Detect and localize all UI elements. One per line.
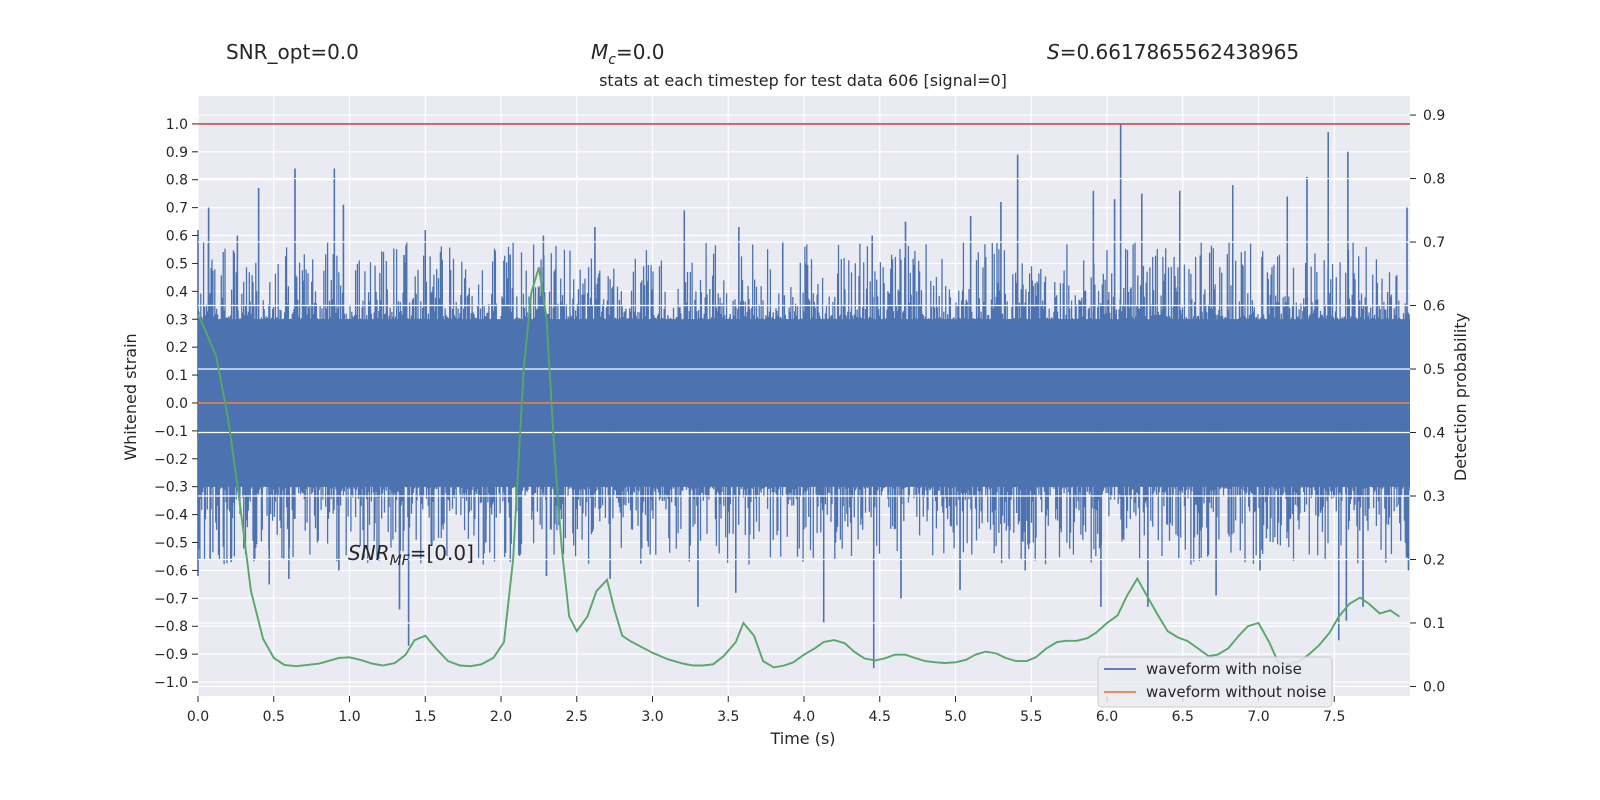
left-tick-label: 0.4 xyxy=(166,284,188,300)
right-tick-label: 0.2 xyxy=(1423,552,1445,568)
left-tick-label: −0.8 xyxy=(154,619,188,635)
snr-mf-subscript: MF xyxy=(390,553,411,569)
score-label: S=0.6617865562438965 xyxy=(1047,40,1299,64)
x-axis-label: Time (s) xyxy=(769,729,835,748)
chirp-mass-subscript: c xyxy=(608,52,616,68)
x-tick-labels: 0.0 0.5 1.0 1.5 2.0 2.5 3.0 3.5 4.0 4.5 5.0 5.5 6.0 6… xyxy=(187,696,1345,725)
chart-title: stats at each timestep for test data 606… xyxy=(599,71,1007,90)
x-tick-label: 2.0 xyxy=(490,709,512,725)
x-tick-label: 4.5 xyxy=(869,709,891,725)
left-tick-label: −0.4 xyxy=(154,508,188,524)
chirp-mass-value: =0.0 xyxy=(616,40,665,64)
right-tick-label: 0.3 xyxy=(1423,489,1445,505)
score-symbol: S xyxy=(1047,40,1060,64)
x-tick-label: 7.5 xyxy=(1323,709,1345,725)
left-tick-label: −0.5 xyxy=(154,536,188,552)
right-tick-label: 0.4 xyxy=(1423,426,1445,442)
chirp-mass-symbol: M xyxy=(591,40,608,64)
line-series xyxy=(197,123,1410,669)
legend-box xyxy=(1097,656,1333,708)
right-tick-label: 0.6 xyxy=(1423,299,1445,315)
right-tick-label: 0.9 xyxy=(1423,108,1445,124)
chirp-mass-label: Mc=0.0 xyxy=(591,40,665,68)
right-tick-label: 0.0 xyxy=(1423,679,1445,695)
x-tick-label: 6.0 xyxy=(1096,709,1118,725)
legend-label-clean: waveform without noise xyxy=(1146,683,1326,701)
right-tick-label: 0.8 xyxy=(1423,172,1445,188)
left-tick-label: −0.1 xyxy=(154,424,188,440)
right-tick-label: 0.5 xyxy=(1423,362,1445,378)
right-tick-labels: 0.9 0.8 0.7 0.6 0.5 0.4 0.3 0.2 0.1 0.0 xyxy=(1410,108,1445,695)
left-tick-label: 0.5 xyxy=(166,256,188,272)
x-tick-label: 0.5 xyxy=(263,709,285,725)
left-tick-label: −0.9 xyxy=(154,647,188,663)
left-tick-label: 0.1 xyxy=(166,368,188,384)
x-tick-label: 2.5 xyxy=(566,709,588,725)
x-tick-label: 4.0 xyxy=(793,709,815,725)
right-tick-label: 0.1 xyxy=(1423,616,1445,632)
left-tick-label: −1.0 xyxy=(154,675,188,691)
snr-mf-symbol: SNR xyxy=(348,541,390,565)
x-tick-label: 0.0 xyxy=(187,709,209,725)
snr-mf-value: =[0.0] xyxy=(410,541,474,565)
left-axis-label: Whitened strain xyxy=(121,333,140,460)
x-tick-label: 3.5 xyxy=(717,709,739,725)
x-tick-label: 5.0 xyxy=(944,709,966,725)
snr-opt-label: SNR_opt=0.0 xyxy=(226,40,359,64)
x-tick-label: 1.0 xyxy=(338,709,360,725)
legend: waveform with noise waveform without noi… xyxy=(1097,656,1333,708)
score-value: =0.6617865562438965 xyxy=(1060,40,1299,64)
left-tick-label: −0.2 xyxy=(154,452,188,468)
left-tick-label: 1.0 xyxy=(166,117,188,133)
x-tick-label: 5.5 xyxy=(1020,709,1042,725)
legend-label-noise: waveform with noise xyxy=(1146,660,1302,678)
left-tick-label: 0.9 xyxy=(166,145,188,161)
x-tick-label: 7.0 xyxy=(1247,709,1269,725)
left-tick-label: 0.6 xyxy=(166,229,188,245)
left-tick-label: 0.3 xyxy=(166,312,188,328)
x-tick-label: 3.0 xyxy=(641,709,663,725)
left-tick-label: −0.6 xyxy=(154,563,188,579)
left-tick-label: 0.0 xyxy=(166,396,188,412)
x-tick-label: 6.5 xyxy=(1172,709,1194,725)
left-tick-label: 0.8 xyxy=(166,173,188,189)
right-axis-label: Detection probability xyxy=(1451,313,1470,481)
detection-probability-line xyxy=(197,267,1400,669)
left-tick-label: 0.7 xyxy=(166,201,188,217)
right-gridlines xyxy=(198,114,1410,688)
snr-mf-annotation: SNRMF=[0.0] xyxy=(348,541,474,569)
left-tick-label: 0.2 xyxy=(166,340,188,356)
left-tick-label: −0.3 xyxy=(154,480,188,496)
right-tick-label: 0.7 xyxy=(1423,235,1445,251)
left-tick-labels: 1.0 0.9 0.8 0.7 0.6 0.5 0.4 0.3 0.2 0.1 0.0 −0.1 −0.… xyxy=(154,117,198,691)
left-tick-label: −0.7 xyxy=(154,591,188,607)
x-tick-label: 1.5 xyxy=(414,709,436,725)
